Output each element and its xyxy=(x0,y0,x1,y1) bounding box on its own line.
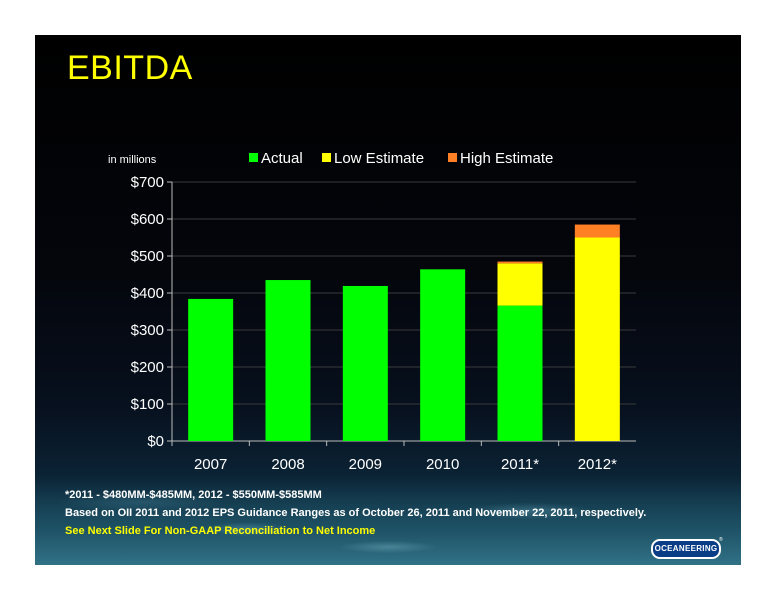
x-tick-label: 2012* xyxy=(578,456,617,473)
y-tick-label: $300 xyxy=(131,322,164,339)
footnotes: *2011 - $480MM-$485MM, 2012 - $550MM-$58… xyxy=(65,486,646,540)
y-tick-label: $400 xyxy=(131,285,164,302)
x-tick-label: 2009 xyxy=(349,456,382,473)
bar-high-estimate xyxy=(497,261,543,264)
y-tick-label: $600 xyxy=(131,211,164,228)
footnote-reconciliation-note: See Next Slide For Non-GAAP Reconciliati… xyxy=(65,525,376,537)
y-tick-label: $700 xyxy=(131,174,164,191)
footnote-guidance-source: Based on OII 2011 and 2012 EPS Guidance … xyxy=(65,507,647,519)
x-tick-label: 2010 xyxy=(426,456,459,473)
slide-title: EBITDA xyxy=(67,49,193,87)
unit-label: in millions xyxy=(108,154,157,166)
bar-high-estimate xyxy=(574,224,620,238)
legend-swatch-low-estimate xyxy=(322,153,331,162)
y-tick-label: $0 xyxy=(147,433,164,450)
water-surface-background xyxy=(35,475,741,565)
bar-actual xyxy=(265,280,311,441)
y-tick-label: $100 xyxy=(131,396,164,413)
bar-actual xyxy=(497,305,543,441)
oceaneering-logo: OCEANEERING xyxy=(651,539,721,559)
registered-mark: ® xyxy=(719,537,723,543)
bar-actual xyxy=(420,269,466,441)
bar-low-estimate xyxy=(574,237,620,441)
bar-actual xyxy=(342,285,388,441)
x-tick-label: 2011* xyxy=(501,456,539,473)
x-tick-label: 2008 xyxy=(271,456,304,473)
chart-bars xyxy=(188,224,620,441)
chart-legend: Actual Low Estimate High Estimate xyxy=(249,150,553,167)
legend-label-low-estimate: Low Estimate xyxy=(334,150,424,167)
slide-background: EBITDA *2011 - $480MM-$485MM, 2012 - $55… xyxy=(35,35,741,565)
y-tick-label: $200 xyxy=(131,359,164,376)
bar-low-estimate xyxy=(497,263,543,306)
legend-label-high-estimate: High Estimate xyxy=(460,150,553,167)
chart-axes xyxy=(167,181,636,446)
legend-swatch-high-estimate xyxy=(448,153,457,162)
legend-swatch-actual xyxy=(249,153,258,162)
legend-label-actual: Actual xyxy=(261,150,303,167)
bar-actual xyxy=(188,298,234,441)
footnote-estimate-ranges: *2011 - $480MM-$485MM, 2012 - $550MM-$58… xyxy=(65,489,322,501)
chart-labels: $0 $100 $200 $300 $400 $500 $600 $700 in million… xyxy=(108,154,617,473)
x-tick-label: 2007 xyxy=(194,456,227,473)
y-tick-label: $500 xyxy=(131,248,164,265)
chart-gridlines xyxy=(172,181,636,405)
